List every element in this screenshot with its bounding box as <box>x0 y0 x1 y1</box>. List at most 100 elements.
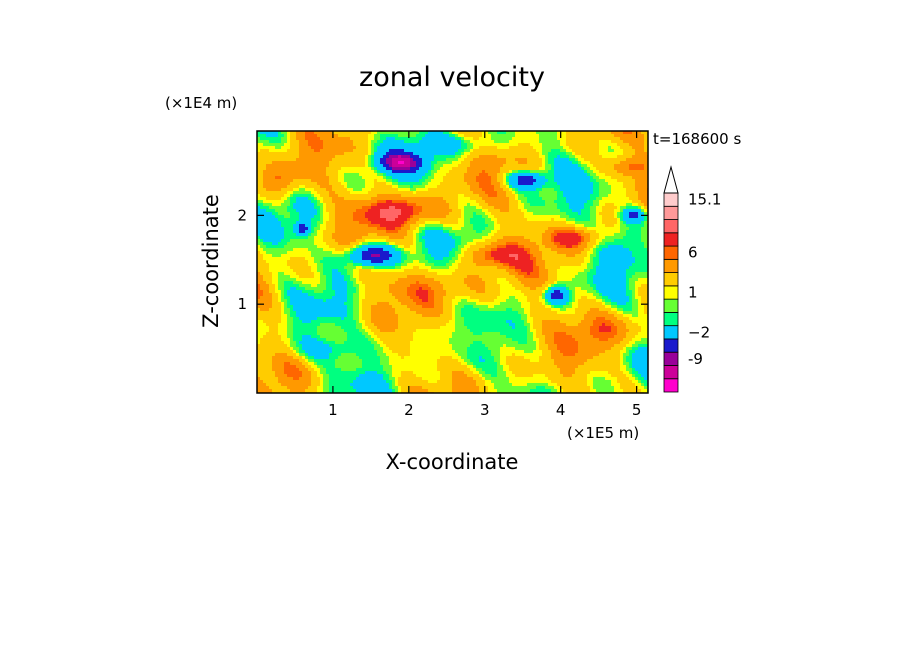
field-cell <box>566 191 570 195</box>
field-cell <box>395 209 399 213</box>
field-cell <box>578 140 582 144</box>
field-cell <box>599 185 603 189</box>
field-cell <box>302 167 306 171</box>
field-cell <box>365 191 369 195</box>
field-cell <box>287 140 291 144</box>
field-cell <box>335 200 339 204</box>
field-cell <box>407 164 411 168</box>
field-cell <box>590 215 594 219</box>
field-cell <box>416 155 420 159</box>
field-cell <box>317 140 321 144</box>
field-cell <box>266 239 270 243</box>
field-cell <box>392 227 396 231</box>
field-cell <box>482 236 486 240</box>
field-cell <box>377 239 381 243</box>
field-cell <box>278 185 282 189</box>
field-cell <box>590 137 594 141</box>
field-cell <box>605 185 609 189</box>
field-cell <box>257 200 261 204</box>
field-cell <box>578 203 582 207</box>
field-cell <box>335 155 339 159</box>
field-cell <box>464 179 468 183</box>
field-cell <box>338 137 342 141</box>
field-cell <box>557 164 561 168</box>
field-cell <box>419 215 423 219</box>
field-cell <box>434 152 438 156</box>
field-cell <box>371 236 375 240</box>
field-cell <box>320 203 324 207</box>
field-cell <box>473 164 477 168</box>
field-cell <box>572 191 576 195</box>
field-cell <box>461 164 465 168</box>
field-cell <box>344 188 348 192</box>
field-cell <box>461 161 465 165</box>
field-cell <box>539 176 543 180</box>
field-cell <box>320 164 324 168</box>
field-cell <box>428 146 432 150</box>
field-cell <box>638 137 642 141</box>
field-cell <box>416 239 420 243</box>
field-cell <box>569 221 573 225</box>
field-cell <box>605 233 609 237</box>
field-cell <box>350 224 354 228</box>
field-cell <box>464 143 468 147</box>
field-cell <box>329 155 333 159</box>
field-cell <box>524 233 528 237</box>
field-cell <box>326 134 330 138</box>
field-cell <box>287 242 291 246</box>
field-cell <box>398 164 402 168</box>
field-cell <box>617 173 621 177</box>
field-cell <box>635 188 639 192</box>
field-cell <box>629 182 633 186</box>
field-cell <box>341 146 345 150</box>
field-cell <box>275 170 279 174</box>
field-cell <box>308 170 312 174</box>
field-cell <box>308 215 312 219</box>
field-cell <box>395 230 399 234</box>
field-cell <box>401 197 405 201</box>
field-cell <box>638 134 642 138</box>
field-cell <box>410 173 414 177</box>
field-cell <box>494 137 498 141</box>
field-cell <box>374 212 378 216</box>
field-cell <box>281 203 285 207</box>
field-cell <box>356 140 360 144</box>
field-cell <box>608 200 612 204</box>
field-cell <box>293 206 297 210</box>
field-cell <box>266 143 270 147</box>
field-cell <box>413 167 417 171</box>
field-cell <box>557 221 561 225</box>
field-cell <box>401 164 405 168</box>
field-cell <box>539 167 543 171</box>
field-cell <box>311 131 315 135</box>
field-cell <box>554 206 558 210</box>
field-cell <box>497 227 501 231</box>
field-cell <box>590 182 594 186</box>
field-cell <box>497 215 501 219</box>
field-cell <box>419 221 423 225</box>
field-cell <box>548 143 552 147</box>
field-cell <box>449 203 453 207</box>
field-cell <box>326 143 330 147</box>
field-cell <box>497 134 501 138</box>
field-cell <box>551 155 555 159</box>
field-cell <box>539 236 543 240</box>
field-cell <box>425 170 429 174</box>
field-cell <box>419 200 423 204</box>
field-cell <box>575 155 579 159</box>
field-cell <box>272 167 276 171</box>
field-cell <box>395 242 399 246</box>
field-cell <box>587 206 591 210</box>
field-cell <box>545 203 549 207</box>
field-cell <box>329 233 333 237</box>
field-cell <box>590 218 594 222</box>
field-cell <box>623 164 627 168</box>
field-cell <box>413 170 417 174</box>
field-cell <box>284 167 288 171</box>
field-cell <box>569 206 573 210</box>
field-cell <box>530 242 534 246</box>
field-cell <box>419 143 423 147</box>
field-cell <box>401 149 405 153</box>
field-cell <box>539 206 543 210</box>
